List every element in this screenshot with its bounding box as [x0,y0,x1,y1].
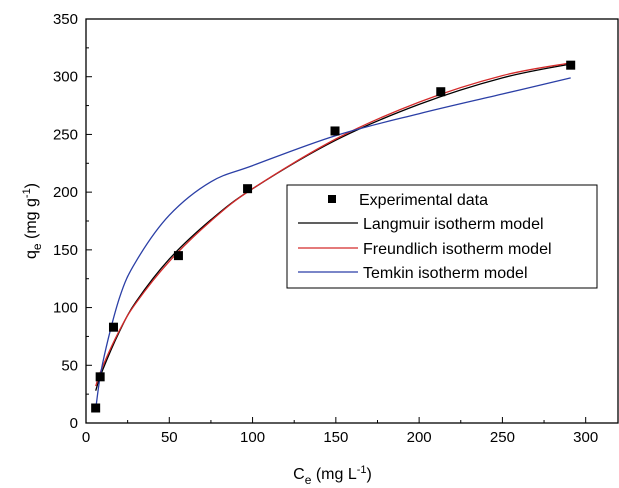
legend-label-experimental: Experimental data [359,192,488,209]
y-tick-label: 150 [53,242,78,259]
data-point [173,251,183,261]
experimental-points [91,60,576,413]
legend-label-langmuir: Langmuir isotherm model [363,216,544,233]
x-tick-label: 100 [240,429,265,446]
axis-ticks: 0 50 100 150 200 250 300 0 50 100 150 200 250 300 350 [53,11,598,446]
model-curves [95,62,571,410]
y-tick-label: 100 [53,300,78,317]
x-axis-title: Ce (mg L-1) [293,464,372,487]
x-tick-label: 200 [407,429,432,446]
x-tick-label: 300 [573,429,598,446]
data-point [95,372,105,382]
y-tick-label: 300 [53,69,78,86]
data-point [243,184,253,194]
legend-label-freundlich: Freundlich isotherm model [363,241,552,258]
series-line-langmuir [95,63,571,391]
y-axis-title: qe (mg g-1) [21,183,44,259]
series-line-freundlich [95,62,571,387]
x-tick-label: 150 [323,429,348,446]
legend-box [286,184,598,289]
data-point [91,403,101,413]
x-tick-label: 0 [82,429,90,446]
y-tick-label: 50 [61,357,78,374]
data-point [330,126,340,136]
x-tick-label: 250 [490,429,515,446]
data-point [566,60,576,70]
series-line-temkin [95,77,571,410]
y-tick-label: 0 [70,415,78,432]
legend: Experimental data Langmuir isotherm mode… [286,184,598,289]
y-tick-label: 200 [53,184,78,201]
data-point [108,322,118,332]
x-tick-label: 50 [161,429,178,446]
y-tick-label: 250 [53,126,78,143]
data-point [436,87,446,97]
legend-label-temkin: Temkin isotherm model [363,265,528,282]
legend-marker-experimental [328,195,336,203]
y-tick-label: 350 [53,11,78,28]
